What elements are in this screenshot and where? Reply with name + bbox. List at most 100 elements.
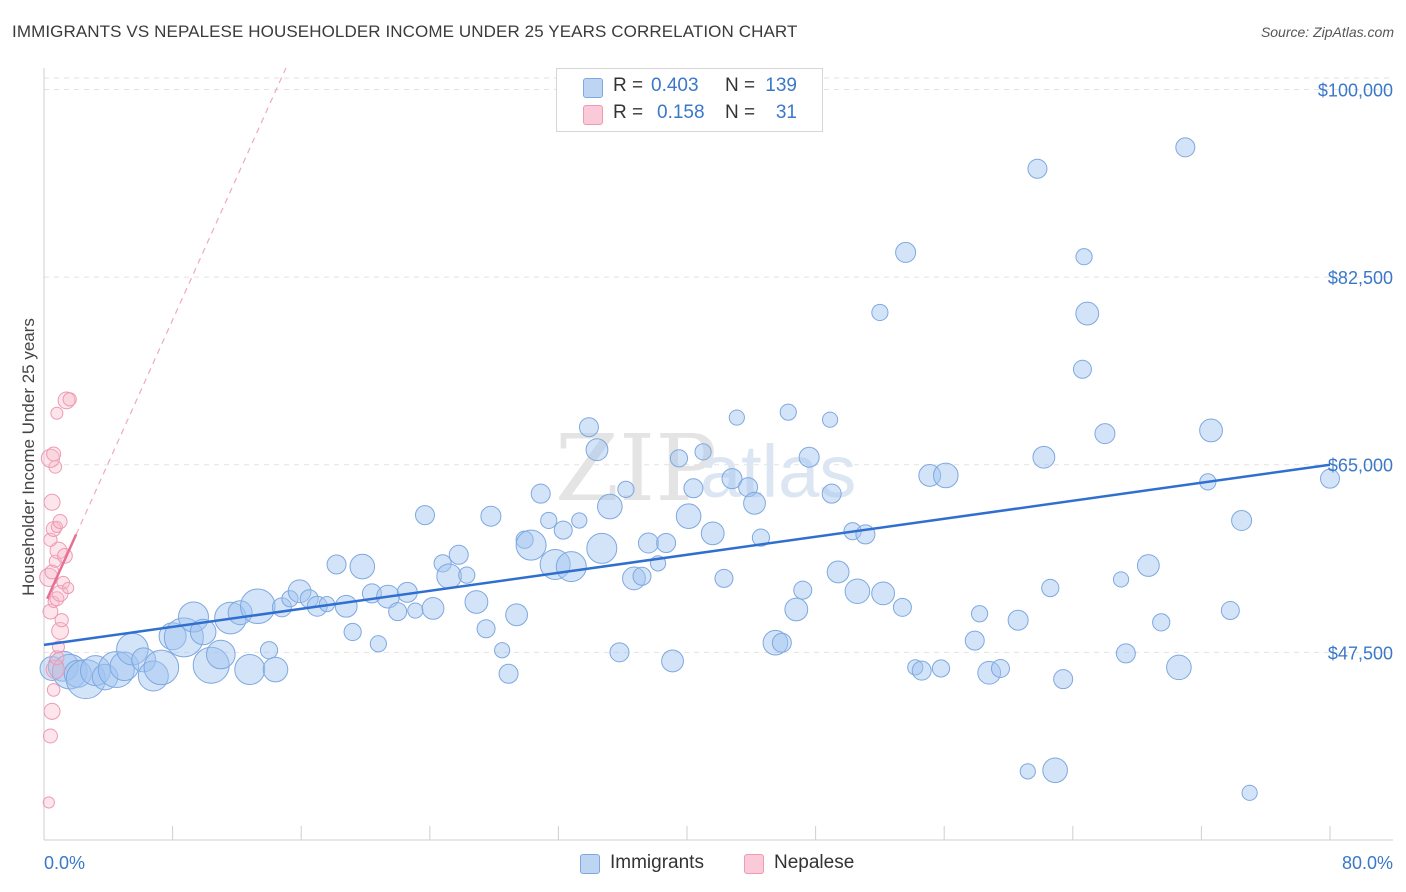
chart-title: IMMIGRANTS VS NEPALESE HOUSEHOLDER INCOM… [12,22,798,41]
immigrants-point [669,449,689,468]
immigrants-point [515,529,547,561]
immigrants-point [632,566,652,586]
immigrants-point [738,477,759,498]
nepalese-point [45,659,65,680]
immigrants-point [1166,654,1192,681]
x-tick-label-max: 80.0% [1342,853,1393,873]
immigrants-point [871,581,896,606]
immigrants-point [1072,359,1092,379]
immigrants-point [343,622,362,642]
immigrants-point [622,566,646,591]
immigrants-point [326,554,347,575]
immigrants-point [349,553,376,580]
immigrants-point [1112,571,1130,588]
immigrants-point [1075,248,1093,266]
immigrants-point [369,635,387,653]
immigrants-point [617,480,635,498]
n-value: 31 [775,102,797,123]
r-value: 0.158 [657,102,705,123]
r-label: R = [613,102,644,123]
immigrants-point [553,520,573,540]
immigrants-point [505,603,529,627]
immigrants-point [1199,418,1223,443]
nepalese-point [46,683,61,697]
nepalese-point [49,650,65,666]
immigrants-point [683,478,704,499]
immigrants-point [388,602,408,622]
x-tick-label-min: 0.0% [44,853,85,873]
immigrants-point [1231,509,1253,531]
immigrants-point [494,642,511,659]
immigrants-point [1220,601,1240,621]
immigrants-point [977,660,1002,685]
immigrants-point [1175,137,1196,158]
immigrants-trend-line [43,463,1331,647]
immigrants-point [1027,158,1048,179]
immigrants-point [189,618,217,646]
immigrants-point [714,568,734,588]
immigrants-point [892,597,912,617]
immigrants-point [964,630,985,651]
n-label: N = [725,75,756,96]
immigrants-point [895,241,917,263]
immigrants-point [239,588,276,625]
immigrants-point [458,566,476,584]
immigrants-point [784,597,809,622]
immigrants-point [779,403,797,421]
immigrants-point [907,659,924,676]
immigrants-point [798,446,820,468]
immigrants-point [578,417,599,438]
immigrants-point [143,649,180,686]
chart-source: Source: ZipAtlas.com [1260,24,1394,40]
legend-label-nepalese: Nepalese [774,852,855,873]
x-tick-marks [43,826,1331,840]
immigrants-point [793,580,813,600]
immigrants-point [436,563,462,590]
nepalese-trend-line [46,533,78,600]
immigrants-point [762,629,789,656]
immigrants-point [1019,763,1036,780]
nepalese-swatch [744,854,764,874]
immigrants-point [931,659,951,678]
immigrants-swatch [580,854,600,874]
immigrants-point [281,590,299,608]
immigrants-point [728,409,745,426]
immigrants-point [656,532,677,553]
immigrants-point [1041,578,1060,598]
immigrants-point [637,532,659,554]
immigrants-point [1042,757,1068,784]
immigrants-point [911,660,932,681]
immigrants-point [675,503,702,529]
immigrants-point [743,491,766,515]
nepalese-point [49,591,65,607]
nepalese-point [52,514,68,530]
immigrants-point [287,579,312,604]
immigrants-point [259,641,279,660]
trend-lines [43,67,1331,647]
immigrants-point [540,511,558,530]
immigrants-point [609,642,630,663]
immigrants-point [970,605,989,623]
nepalese-point [57,391,76,410]
immigrants-point [1094,423,1116,445]
immigrants-point [933,462,959,489]
immigrants-point [464,590,489,614]
immigrants-point [1136,554,1160,577]
watermark-atlas: atlas [700,430,856,513]
immigrants-point [1320,468,1340,489]
immigrants-point [1053,669,1074,690]
immigrants-point [700,521,725,546]
immigrants-swatch [583,78,603,98]
nepalese-point [46,446,62,462]
nepalese-trend-extension [75,67,287,535]
y-tick-label: $100,000 [1318,80,1393,100]
immigrants-point [433,554,452,573]
nepalese-point [62,581,75,595]
nepalese-point [43,702,61,720]
series-legend: Immigrants Nepalese [0,852,1406,878]
immigrants-point [585,438,609,462]
immigrants-point [448,544,469,565]
immigrants-point [206,639,236,670]
y-tick-labels: $100,000 $82,500 $65,000 $47,500 [1318,80,1393,663]
